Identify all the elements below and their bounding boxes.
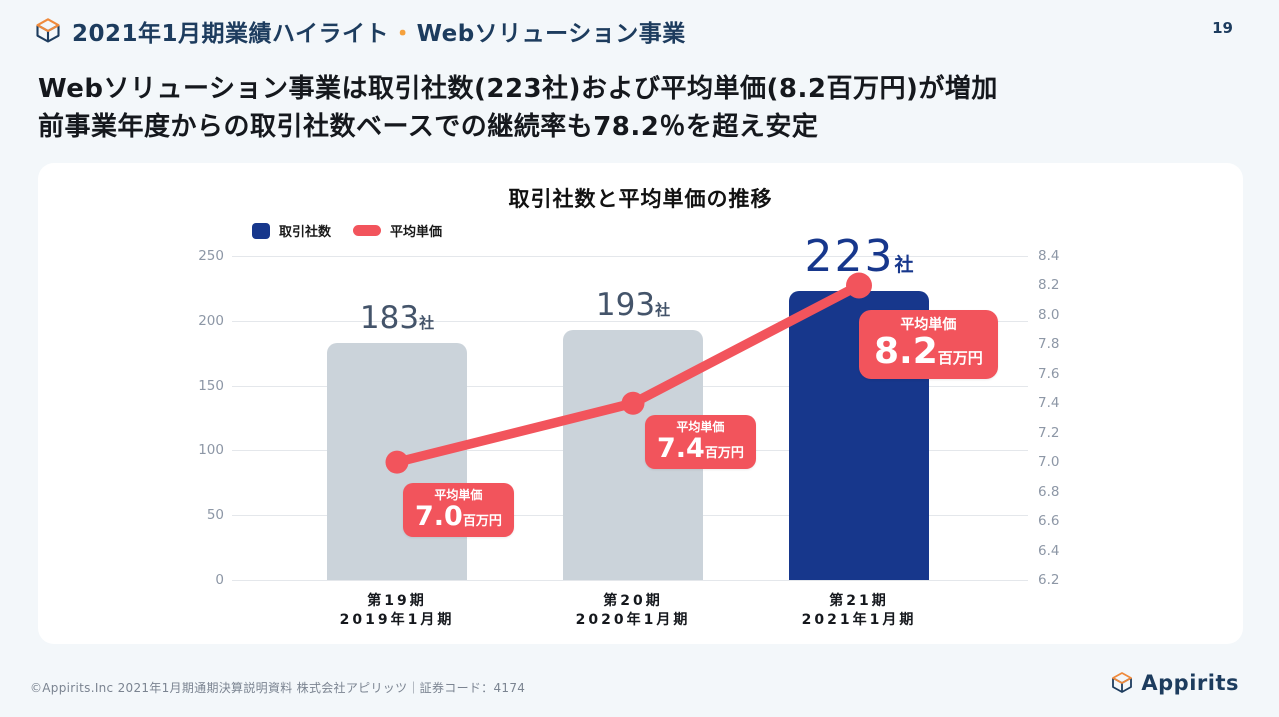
y-axis-label-left: 0: [215, 572, 224, 588]
x-axis-label-period: 第19期: [367, 593, 427, 609]
page-title-part1: 2021年1月期業績ハイライト: [72, 21, 390, 47]
y-axis-label-left: 50: [206, 507, 224, 524]
appirits-cube-icon: [36, 18, 60, 43]
callout-value-row: 8.2百万円: [874, 334, 983, 370]
page-title-separator: ・: [391, 21, 415, 47]
bar-value-label: 193社: [523, 286, 743, 323]
y-axis-label-right: 7.6: [1038, 365, 1060, 382]
callout-value-row: 7.0百万円: [415, 503, 502, 530]
x-axis-label: 第19期 2019年1月期: [277, 592, 517, 630]
y-axis-label-right: 8.2: [1038, 277, 1060, 294]
footer-credit: ©Appirits.Inc 2021年1月期通期決算説明資料 株式会社アピリッツ…: [30, 681, 526, 695]
y-axis-label-right: 7.4: [1038, 395, 1060, 412]
callout-unit: 百万円: [704, 446, 744, 462]
appirits-logo: Appirits: [1110, 671, 1239, 695]
legend-line-swatch-icon: [353, 225, 382, 236]
callout-unit: 百万円: [937, 349, 983, 368]
x-axis-label: 第21期 2021年1月期: [739, 592, 979, 630]
y-axis-label-right: 7.8: [1038, 336, 1060, 353]
page-title-part2: Webソリューション事業: [416, 21, 686, 47]
bar-value-label: 223社: [749, 234, 969, 279]
y-axis-label-right: 6.8: [1038, 483, 1060, 500]
callout-value: 8.2: [874, 331, 938, 373]
chart-title: 取引社数と平均単価の推移: [508, 187, 773, 211]
headline: Webソリューション事業は取引社数(223社)および平均単価(8.2百万円)が増…: [38, 70, 998, 146]
callout-value: 7.4: [657, 433, 705, 465]
callout-title: 平均単価: [434, 488, 483, 503]
callout-title: 平均単価: [900, 317, 957, 334]
y-axis-label-left: 150: [198, 377, 224, 394]
x-axis-label-date: 2021年1月期: [801, 612, 917, 628]
legend-bar-swatch-icon: [252, 222, 270, 239]
x-axis-label-date: 2020年1月期: [575, 612, 691, 628]
bar: [327, 342, 467, 580]
legend-bar-label: 取引社数: [279, 225, 332, 240]
bar-value: 183: [359, 299, 420, 336]
legend-line-label: 平均単価: [390, 225, 443, 240]
y-axis-label-right: 7.2: [1038, 424, 1060, 441]
slide-header: 2021年1月期業績ハイライト・Webソリューション事業: [34, 14, 686, 48]
callout-unit: 百万円: [462, 514, 502, 530]
chart-card: 取引社数と平均単価の推移 取引社数 平均単価 250 200 150 100 50 0 8.…: [38, 163, 1243, 644]
x-axis-label: 第20期 2020年1月期: [513, 592, 753, 630]
y-axis-label-right: 8.4: [1038, 248, 1060, 264]
callout-value: 7.0: [415, 501, 463, 533]
x-axis-label-date: 2019年1月期: [339, 612, 455, 628]
headline-line-1: Webソリューション事業は取引社数(223社)および平均単価(8.2百万円)が増…: [38, 74, 998, 104]
y-axis-label-left: 200: [198, 312, 224, 329]
appirits-logo-text: Appirits: [1141, 671, 1239, 695]
y-axis-label-left: 100: [198, 442, 224, 459]
callout-value-row: 7.4百万円: [657, 435, 744, 462]
value-callout: 平均単価 7.4百万円: [645, 415, 756, 470]
y-axis-label-right: 6.4: [1038, 542, 1060, 559]
y-axis-label-right: 6.2: [1038, 572, 1060, 588]
y-axis-label-left: 250: [198, 248, 224, 264]
headline-line-2: 前事業年度からの取引社数ベースでの継続率も78.2％を超え安定: [38, 112, 819, 142]
bar-value-unit: 社: [419, 313, 435, 332]
x-axis-label-period: 第20期: [603, 593, 663, 609]
x-axis-label-period: 第21期: [829, 593, 889, 609]
y-axis-label-right: 7.0: [1038, 454, 1060, 471]
bar-value-unit: 社: [894, 253, 914, 276]
bar-value: 193: [595, 286, 656, 323]
bar-value-unit: 社: [655, 300, 671, 319]
bar-value: 223: [804, 230, 895, 282]
value-callout: 平均単価 7.0百万円: [403, 483, 514, 538]
grid-line: [232, 256, 1028, 257]
bar-value-label: 183社: [287, 299, 507, 336]
appirits-cube-icon: [1112, 672, 1133, 693]
value-callout: 平均単価 8.2百万円: [859, 310, 998, 380]
grid-line: [232, 580, 1028, 581]
plot-area: 250 200 150 100 50 0 8.4 8.2 8.0 7.8 7.6 7.4 7.2 7.0 6…: [38, 163, 1243, 644]
y-axis-label-right: 8.0: [1038, 306, 1060, 323]
chart-legend: 取引社数 平均単価: [252, 221, 442, 240]
y-axis-label-right: 6.6: [1038, 513, 1060, 530]
page-title: 2021年1月期業績ハイライト・Webソリューション事業: [72, 14, 686, 48]
page-number: 19: [1212, 19, 1233, 37]
